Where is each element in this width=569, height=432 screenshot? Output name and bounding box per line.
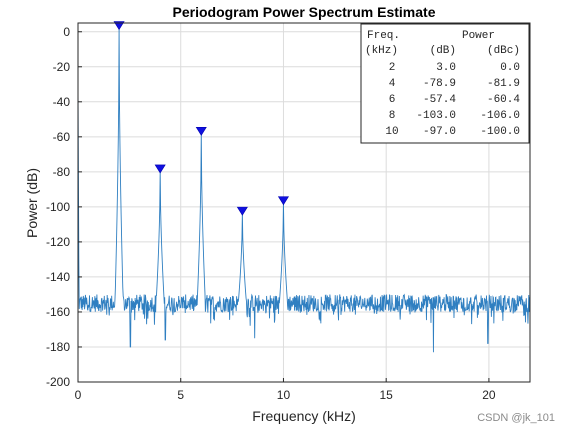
- spectrum-line: [77, 26, 531, 353]
- peak-table: Freq. Power (kHz) (dB) (dBc) 2 3.0 0.0 4 -78.9 -81…: [360, 23, 530, 144]
- table-cell: 0.0: [500, 62, 520, 74]
- grid: [77, 23, 530, 383]
- y-tick-label: -160: [46, 305, 70, 319]
- peak-table-box: [360, 23, 530, 144]
- table-cell: 3.0: [436, 62, 456, 74]
- table-cell: -106.0: [480, 110, 520, 122]
- x-tick-label: 10: [277, 388, 291, 402]
- chart-title: Periodogram Power Spectrum Estimate: [173, 4, 436, 20]
- table-header: Freq.: [367, 30, 400, 42]
- x-tick-label: 5: [177, 388, 184, 402]
- y-tick-label: -80: [53, 165, 71, 179]
- table-unit-header: (dBc): [487, 45, 520, 57]
- peak-markers: [113, 21, 289, 216]
- y-axis-title: Power (dB): [24, 168, 40, 238]
- y-tick-label: -200: [46, 375, 70, 389]
- watermark: CSDN @jk_101: [477, 412, 555, 424]
- table-cell: -57.4: [423, 94, 456, 106]
- x-tick-label: 20: [482, 388, 496, 402]
- spectrum-trace: [77, 26, 531, 353]
- table-header: Power: [462, 30, 495, 42]
- y-tick-label: -100: [46, 200, 70, 214]
- y-tick-label: -60: [53, 130, 71, 144]
- x-axis-title: Frequency (kHz): [252, 408, 355, 424]
- y-tick-label: -180: [46, 340, 70, 354]
- axis-ticks: 0 5 10 15 20 0 -20 -40 -60 -80 -100 -120 -140 -160 -18…: [46, 25, 496, 402]
- table-cell: -97.0: [423, 126, 456, 138]
- y-tick-label: 0: [63, 25, 70, 39]
- y-tick-label: -140: [46, 270, 70, 284]
- table-cell: -100.0: [480, 126, 520, 138]
- x-tick-label: 0: [75, 388, 82, 402]
- table-cell: 2: [389, 62, 396, 74]
- peak-marker: [113, 21, 125, 31]
- table-cell: -78.9: [423, 78, 456, 90]
- peak-marker: [236, 206, 248, 216]
- table-unit-header: (dB): [430, 45, 456, 57]
- peak-marker: [154, 164, 166, 174]
- peak-table-content: Freq. Power (kHz) (dB) (dBc) 2 3.0 0.0 4 -78.9 -81…: [365, 30, 520, 138]
- table-cell: 4: [389, 78, 396, 90]
- table-cell: 10: [385, 126, 398, 138]
- table-cell: 8: [389, 110, 396, 122]
- y-tick-label: -20: [53, 60, 71, 74]
- peak-marker: [195, 126, 207, 136]
- peak-marker: [277, 196, 289, 206]
- table-unit-header: (kHz): [365, 45, 398, 57]
- table-cell: 6: [389, 94, 396, 106]
- x-tick-label: 15: [380, 388, 394, 402]
- y-tick-label: -40: [53, 95, 71, 109]
- table-cell: -103.0: [416, 110, 456, 122]
- plot-frame: [77, 22, 531, 383]
- table-cell: -60.4: [487, 94, 520, 106]
- y-tick-label: -120: [46, 235, 70, 249]
- table-cell: -81.9: [487, 78, 520, 90]
